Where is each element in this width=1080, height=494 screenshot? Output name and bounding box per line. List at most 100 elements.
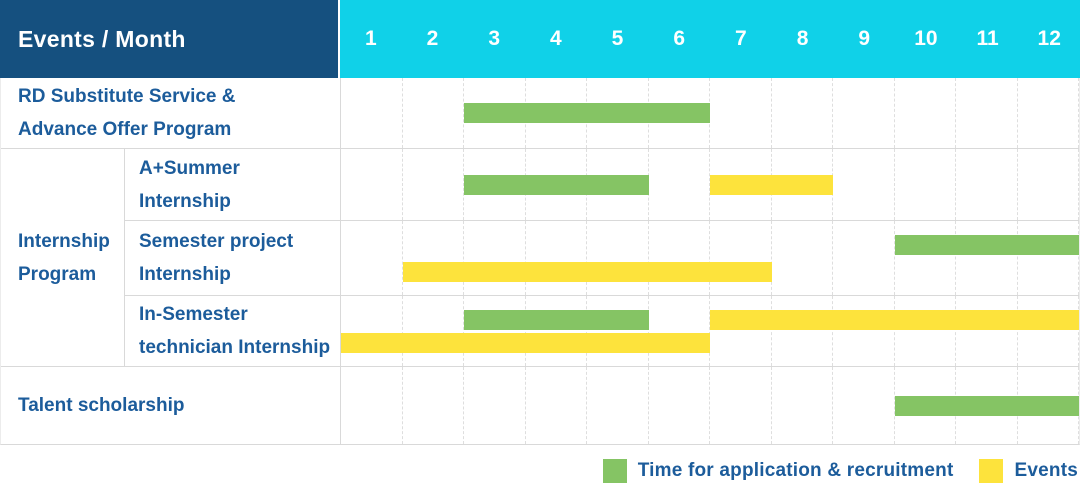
month-label-5: 5: [611, 27, 624, 50]
month-label-7: 7: [735, 27, 747, 50]
grid-cell: [772, 367, 833, 444]
table-row-talent-scholarship: Talent scholarship: [1, 366, 1079, 444]
row-label-line: Semester project: [139, 231, 294, 252]
month-header-row: 1 2 3 4 5 6 7 8 9 10 11 12: [340, 0, 1080, 78]
grid-cell: [649, 296, 710, 366]
grid-cell: [1018, 221, 1079, 295]
grid-cell: [895, 149, 956, 220]
month-grid: [341, 221, 1079, 295]
grid-cell: [833, 367, 895, 444]
grid-cell: [341, 149, 403, 220]
application-recruitment-bar: [464, 103, 710, 123]
events-month-header-cell: Events / Month: [0, 0, 340, 78]
grid-cell: [956, 296, 1018, 366]
grid-cell: [526, 221, 587, 295]
grid-cell: [772, 296, 833, 366]
month-label-10: 10: [914, 27, 938, 50]
row-label-line: A+Summer: [139, 157, 240, 179]
grid-cell: [403, 221, 464, 295]
month-label-12: 12: [1037, 27, 1061, 50]
application-swatch-icon: [602, 459, 627, 483]
grid-cell: [464, 296, 526, 366]
events-bar: [710, 174, 833, 195]
grid-cell: [526, 367, 587, 444]
month-grid: [341, 296, 1079, 366]
row-label-a-plus-summer-internship: A+Summer Internship: [125, 149, 341, 220]
events-bar: [341, 333, 710, 353]
grid-cell: [710, 78, 772, 148]
events-swatch-icon: [979, 459, 1004, 483]
grid-cell: [772, 78, 833, 148]
table-row-rd-substitute-service: RD Substitute Service & Advance Offer Pro…: [1, 78, 1079, 148]
legend-item-green: Time for application & recruitment: [602, 459, 954, 483]
table-row-in-semester-technician-internship: In-Semester technician Internship: [125, 295, 1079, 366]
row-label-line: technician Internship: [139, 337, 331, 358]
table-header: Events / Month 1 2 3 4 5 6 7 8 9 10 11 12: [0, 0, 1080, 78]
legend-label: Time for application & recruitment: [637, 460, 954, 481]
month-label-4: 4: [550, 27, 562, 50]
row-label-line: Advance Offer Program: [18, 119, 232, 140]
table-row-semester-project-internship: Semester project Internship: [125, 220, 1079, 295]
grid-cell: [526, 296, 587, 366]
grid-cell: [587, 221, 649, 295]
grid-cell: [341, 78, 403, 148]
grid-cell: [1018, 296, 1079, 366]
grid-cell: [710, 367, 772, 444]
row-label-line: Internship: [139, 190, 231, 212]
grid-cell: [833, 221, 895, 295]
grid-cell: [403, 296, 464, 366]
row-label-line: Program: [18, 263, 97, 285]
grid-cell: [403, 149, 464, 220]
application-recruitment-bar: [894, 395, 1079, 416]
grid-cell: [956, 78, 1018, 148]
legend-item-yellow: Events: [979, 459, 1078, 483]
month-label-2: 2: [426, 27, 439, 50]
row-label-in-semester-technician-internship: In-Semester technician Internship: [125, 296, 341, 366]
grid-cell: [833, 149, 895, 220]
row-label-rd-substitute-service: RD Substitute Service & Advance Offer Pro…: [1, 78, 341, 148]
month-label-8: 8: [796, 27, 809, 50]
month-grid: [341, 149, 1079, 220]
grid-cell: [710, 221, 772, 295]
grid-cell: [464, 221, 526, 295]
row-label-line: RD Substitute Service &: [18, 86, 236, 107]
grid-cell: [1018, 149, 1079, 220]
grid-cell: [895, 78, 956, 148]
events-bar: [710, 310, 1079, 330]
grid-cell: [341, 221, 403, 295]
group-internship-program: Internship Program A+Summer Internship Semes…: [1, 148, 1079, 366]
grid-cell: [710, 296, 772, 366]
row-label-line: Talent scholarship: [18, 395, 185, 416]
legend: Time for application & recruitment Events: [602, 456, 1078, 486]
month-label-6: 6: [673, 27, 686, 50]
row-label-semester-project-internship: Semester project Internship: [125, 221, 341, 295]
application-recruitment-bar: [894, 235, 1079, 255]
grid-cell: [341, 367, 403, 444]
grid-cell: [833, 78, 895, 148]
legend-label: Events: [1014, 460, 1078, 481]
grid-cell: [649, 367, 710, 444]
grid-cell: [587, 296, 649, 366]
application-recruitment-bar: [464, 310, 649, 330]
grid-cell: [649, 149, 710, 220]
grid-cell: [587, 367, 649, 444]
month-grid: [341, 78, 1079, 148]
events-bar: [402, 262, 772, 282]
group-rows: A+Summer Internship Semester project Intern…: [125, 149, 1079, 366]
table-body: RD Substitute Service & Advance Offer Pro…: [0, 78, 1080, 445]
grid-cell: [895, 221, 956, 295]
row-label-line: Internship: [139, 264, 231, 285]
grid-cell: [956, 149, 1018, 220]
application-recruitment-bar: [464, 174, 649, 195]
grid-cell: [772, 221, 833, 295]
grid-cell: [403, 78, 464, 148]
group-label-internship-program: Internship Program: [1, 149, 125, 366]
month-label-1: 1: [364, 27, 377, 50]
grid-cell: [956, 221, 1018, 295]
month-label-11: 11: [976, 27, 999, 50]
row-label-talent-scholarship: Talent scholarship: [1, 367, 341, 444]
month-label-9: 9: [858, 27, 871, 50]
grid-cell: [1018, 78, 1079, 148]
row-label-line: In-Semester: [139, 304, 248, 325]
